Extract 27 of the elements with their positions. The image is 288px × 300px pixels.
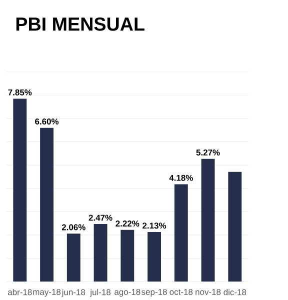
x-tick-label: may-18 <box>33 288 61 297</box>
data-label: 5.27% <box>196 149 220 156</box>
x-tick-label: jun-18 <box>62 288 86 297</box>
data-label: 6.60% <box>35 118 59 125</box>
x-tick-label: nov-18 <box>196 288 221 295</box>
bar <box>148 232 161 282</box>
data-label: 2.06% <box>62 224 86 230</box>
data-label: 4.18% <box>169 174 193 181</box>
data-label: 2.13% <box>142 222 166 229</box>
bar <box>174 184 188 282</box>
bar <box>94 224 108 282</box>
data-label: 2.47% <box>88 214 112 221</box>
data-label: 7.85% <box>8 89 32 96</box>
bar <box>13 98 27 282</box>
x-tick-label: abr-18 <box>8 288 32 296</box>
x-tick-label: dic-18 <box>224 288 246 296</box>
x-tick-label: sep-18 <box>142 288 167 297</box>
data-label: 2.22% <box>116 220 140 227</box>
chart-title: PBI MENSUAL <box>16 17 144 31</box>
bar <box>120 230 134 282</box>
bar <box>66 234 80 282</box>
bar <box>40 128 54 282</box>
x-tick-label: oct-18 <box>170 288 193 295</box>
bar <box>228 172 242 282</box>
x-tick-label: jul-18 <box>90 288 110 297</box>
bar <box>201 158 215 282</box>
x-tick-label: ago-18 <box>114 288 140 297</box>
